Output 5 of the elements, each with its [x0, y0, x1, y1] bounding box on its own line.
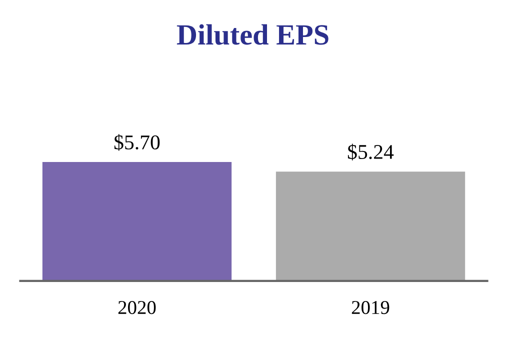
chart-title: Diluted EPS — [176, 24, 328, 45]
x-tick-label: 2019 — [352, 300, 390, 314]
data-label: $5.70 — [114, 134, 160, 151]
x-tick-label: 2020 — [118, 300, 156, 314]
data-label: $5.24 — [348, 144, 394, 160]
